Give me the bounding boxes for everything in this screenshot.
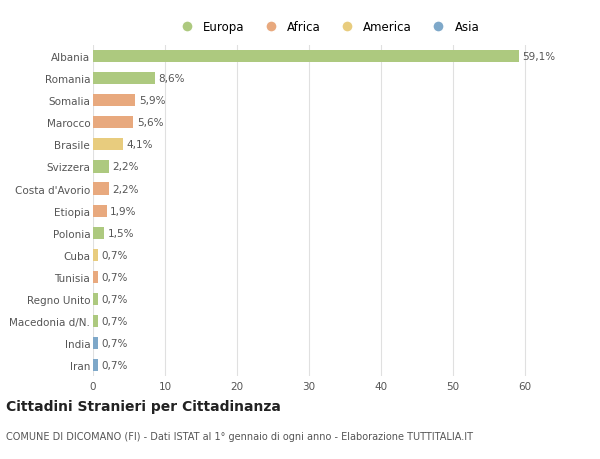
Bar xyxy=(93,271,98,283)
Text: 0,7%: 0,7% xyxy=(101,272,128,282)
Bar xyxy=(93,293,98,305)
Text: 0,7%: 0,7% xyxy=(101,316,128,326)
Bar xyxy=(93,73,155,85)
Bar xyxy=(93,161,109,173)
Text: 0,7%: 0,7% xyxy=(101,294,128,304)
Text: 5,6%: 5,6% xyxy=(137,118,163,128)
Text: 2,2%: 2,2% xyxy=(112,184,139,194)
Bar xyxy=(93,117,133,129)
Bar xyxy=(93,51,518,63)
Bar xyxy=(93,359,98,371)
Text: 59,1%: 59,1% xyxy=(522,52,555,62)
Text: 2,2%: 2,2% xyxy=(112,162,139,172)
Bar xyxy=(93,227,104,239)
Text: 1,9%: 1,9% xyxy=(110,206,137,216)
Legend: Europa, Africa, America, Asia: Europa, Africa, America, Asia xyxy=(172,19,482,37)
Bar xyxy=(93,95,136,107)
Bar xyxy=(93,315,98,327)
Text: Cittadini Stranieri per Cittadinanza: Cittadini Stranieri per Cittadinanza xyxy=(6,399,281,413)
Text: COMUNE DI DICOMANO (FI) - Dati ISTAT al 1° gennaio di ogni anno - Elaborazione T: COMUNE DI DICOMANO (FI) - Dati ISTAT al … xyxy=(6,431,473,442)
Text: 0,7%: 0,7% xyxy=(101,250,128,260)
Bar xyxy=(93,337,98,349)
Bar xyxy=(93,183,109,195)
Text: 0,7%: 0,7% xyxy=(101,360,128,370)
Text: 4,1%: 4,1% xyxy=(126,140,152,150)
Bar xyxy=(93,205,107,217)
Text: 1,5%: 1,5% xyxy=(107,228,134,238)
Text: 5,9%: 5,9% xyxy=(139,96,166,106)
Text: 8,6%: 8,6% xyxy=(158,74,185,84)
Bar xyxy=(93,249,98,261)
Bar xyxy=(93,139,122,151)
Text: 0,7%: 0,7% xyxy=(101,338,128,348)
